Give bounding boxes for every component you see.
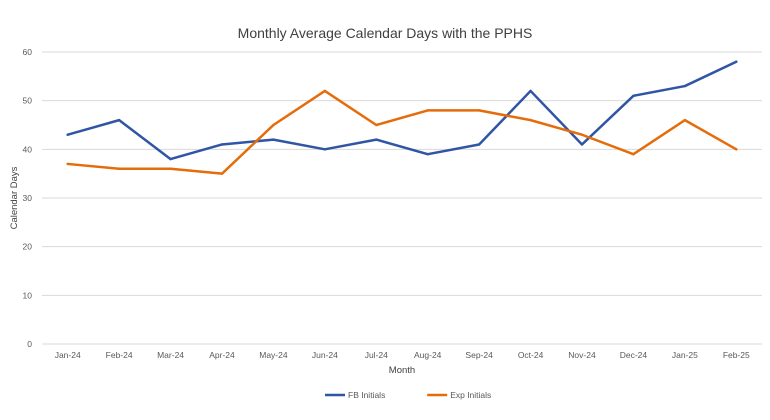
x-tick-label: Aug-24 bbox=[414, 350, 442, 360]
gridlines bbox=[42, 51, 762, 345]
series-lines bbox=[66, 60, 738, 175]
data-point bbox=[632, 153, 635, 156]
legend-label: FB Initials bbox=[348, 390, 385, 400]
y-tick-label: 40 bbox=[23, 144, 33, 154]
data-point bbox=[375, 123, 378, 127]
y-tick-label: 50 bbox=[23, 96, 33, 106]
data-point bbox=[529, 89, 532, 93]
data-point bbox=[169, 157, 172, 161]
data-point bbox=[66, 133, 69, 136]
data-point bbox=[580, 133, 584, 136]
y-tick-label: 30 bbox=[23, 193, 33, 203]
data-point bbox=[735, 60, 738, 63]
y-tick-label: 20 bbox=[23, 242, 33, 252]
x-tick-label: Apr-24 bbox=[209, 350, 235, 360]
x-axis-ticks: Jan-24 Feb-24 Mar-24 Apr-24 May-24 Jun-24 Jul-… bbox=[55, 350, 750, 360]
data-point bbox=[632, 94, 635, 98]
data-point bbox=[117, 118, 121, 122]
data-point bbox=[683, 84, 687, 88]
y-tick-label: 0 bbox=[27, 339, 32, 349]
data-point bbox=[117, 167, 121, 170]
x-tick-label: Dec-24 bbox=[620, 350, 648, 360]
x-tick-label: Jan-25 bbox=[672, 350, 698, 360]
data-point bbox=[66, 162, 69, 166]
data-point bbox=[220, 143, 224, 146]
x-tick-label: Jun-24 bbox=[312, 350, 338, 360]
x-tick-label: Sep-24 bbox=[465, 350, 493, 360]
data-point bbox=[580, 143, 584, 146]
data-point bbox=[272, 138, 275, 141]
x-tick-label: Mar-24 bbox=[157, 350, 184, 360]
data-point bbox=[169, 167, 172, 170]
data-point bbox=[426, 109, 429, 112]
series-line-exp-initials bbox=[66, 89, 738, 175]
x-tick-label: Jul-24 bbox=[365, 350, 388, 360]
y-tick-label: 10 bbox=[23, 290, 33, 300]
data-point bbox=[323, 89, 327, 93]
y-axis-label: Calendar Days bbox=[9, 166, 20, 229]
chart-title: Monthly Average Calendar Days with the P… bbox=[238, 25, 533, 41]
x-tick-label: Feb-25 bbox=[723, 350, 750, 360]
x-tick-label: Jan-24 bbox=[55, 350, 81, 360]
y-axis-ticks: 0 10 20 30 40 50 60 bbox=[23, 47, 33, 349]
data-point bbox=[272, 123, 275, 127]
y-tick-label: 60 bbox=[23, 47, 33, 57]
data-point bbox=[426, 153, 429, 156]
x-tick-label: Feb-24 bbox=[106, 350, 133, 360]
x-tick-label: Nov-24 bbox=[568, 350, 596, 360]
series-line-fb-initials bbox=[66, 60, 738, 161]
data-point bbox=[735, 148, 738, 151]
legend: FB Initials Exp Initials bbox=[325, 390, 491, 400]
data-point bbox=[375, 138, 378, 141]
x-axis-label: Month bbox=[389, 365, 415, 376]
data-point bbox=[683, 118, 687, 122]
data-point bbox=[529, 118, 532, 122]
data-point bbox=[477, 109, 481, 112]
data-point bbox=[477, 143, 481, 146]
x-tick-label: May-24 bbox=[259, 350, 288, 360]
data-point bbox=[220, 172, 224, 175]
x-tick-label: Oct-24 bbox=[518, 350, 544, 360]
legend-label: Exp Initials bbox=[450, 390, 491, 400]
data-point bbox=[323, 148, 327, 151]
